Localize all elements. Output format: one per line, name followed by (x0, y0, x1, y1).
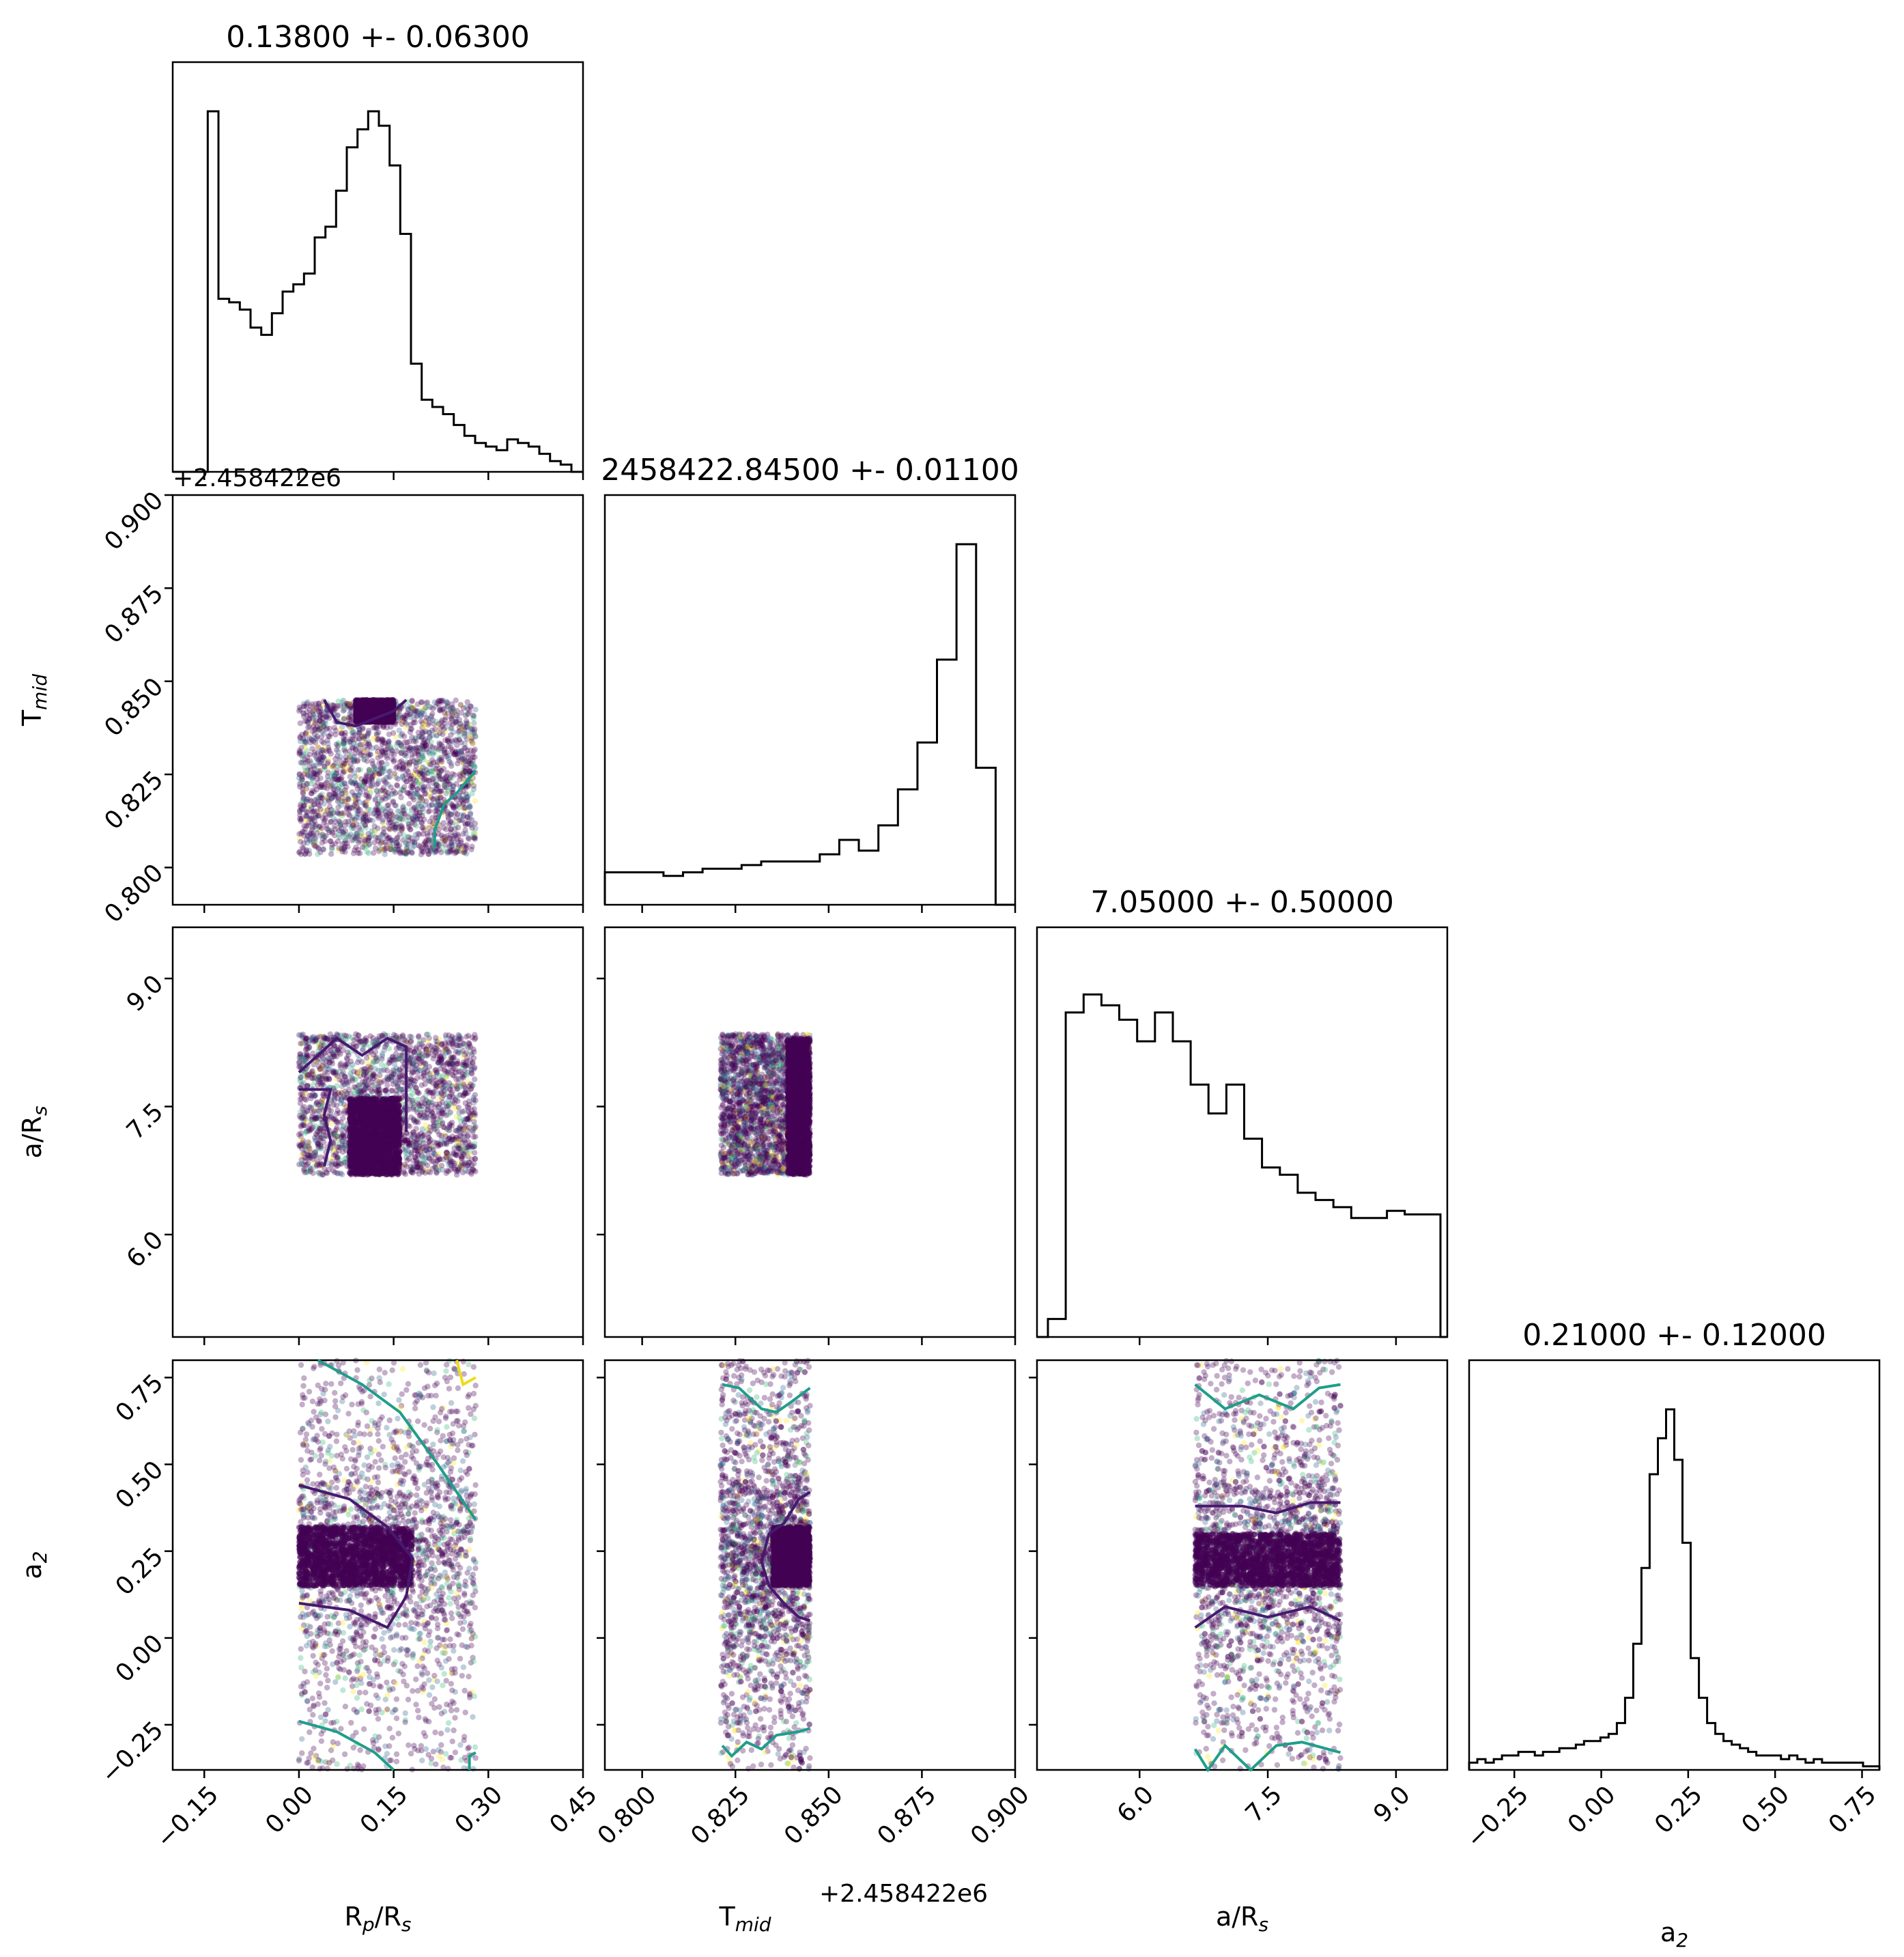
y-tick-label: 0.800 (99, 859, 169, 929)
axes-frame (171, 494, 584, 906)
x-offset-label: +2.458422e6 (819, 1880, 988, 1908)
contour-line (760, 1491, 811, 1622)
contour-line (455, 1360, 477, 1387)
panel-title-ars: 7.05000 +- 0.50000 (1090, 885, 1394, 920)
scatter-panel-rp-vs-a2 (165, 1357, 584, 1778)
x-tick-label: 0.900 (965, 1781, 1035, 1850)
scatter-points (296, 1357, 479, 1773)
contour-line (1194, 1383, 1341, 1411)
scatter-points (296, 1031, 479, 1178)
y-tick-label: 9.0 (122, 970, 169, 1017)
histogram-step-rp (173, 110, 583, 473)
contour-line (298, 1484, 414, 1630)
contour-line (1195, 1501, 1341, 1515)
x-tick-label: 7.5 (1240, 1781, 1288, 1828)
y-axis-label-ars: a/Rs (17, 1106, 51, 1158)
x-tick-label: 9.0 (1368, 1781, 1415, 1828)
y-axis-label-tmid: Tmid (17, 674, 51, 727)
axes-frame (603, 1359, 1017, 1771)
contour-line (722, 1383, 811, 1414)
x-tick-label: −0.25 (1461, 1781, 1534, 1854)
scatter-points (717, 1357, 813, 1772)
x-tick-label: 0.75 (1823, 1781, 1882, 1840)
scatter-panel-rp-vs-tmid (165, 494, 584, 913)
contour-line (298, 1088, 332, 1167)
x-axis-label-ars: a/Rs (1216, 1902, 1268, 1936)
contour-line (1193, 1741, 1341, 1773)
scatter-points (1192, 1357, 1344, 1772)
scatter-panel-rp-vs-ars (165, 926, 584, 1345)
x-tick-label: 0.825 (685, 1781, 755, 1850)
scatter-points (717, 1031, 813, 1178)
histogram-panel-a2 (1468, 1359, 1881, 1778)
panel-title-rp: 0.13800 +- 0.06300 (226, 20, 530, 55)
x-tick-label: 0.800 (593, 1781, 662, 1850)
x-axis-label-tmid: Tmid (718, 1902, 771, 1936)
histogram-step-tmid (603, 543, 1015, 906)
x-tick-label: 0.30 (450, 1781, 509, 1840)
y-tick-label: 6.0 (122, 1226, 169, 1273)
scatter-panel-ars-vs-a2 (1029, 1357, 1449, 1778)
axes-frame (171, 61, 584, 473)
histogram-step-ars (1037, 993, 1447, 1338)
y-tick-label: 0.900 (99, 486, 169, 556)
contour-line (298, 1036, 408, 1132)
y-tick-label: 0.50 (111, 1456, 169, 1515)
histogram-step-a2 (1468, 1408, 1881, 1770)
axes-frame (1036, 1359, 1449, 1771)
axes-frame (603, 494, 1017, 906)
axes-frame (171, 926, 584, 1338)
contour-line (317, 1359, 477, 1521)
contour-line (433, 770, 477, 849)
axes-frame (603, 926, 1017, 1338)
x-tick-label: 0.875 (872, 1781, 942, 1850)
contour-line (1194, 1605, 1341, 1629)
contour-line (298, 1719, 395, 1771)
contour-line (721, 1727, 811, 1758)
histogram-panel-ars (1036, 926, 1449, 1345)
scatter-panel-tmid-vs-a2 (597, 1357, 1017, 1778)
y-offset-label: +2.458422e6 (173, 464, 341, 492)
y-tick-label: 0.825 (99, 765, 169, 835)
x-axis-label-rp: Rp/Rs (345, 1902, 412, 1936)
x-tick-label: 6.0 (1112, 1781, 1159, 1828)
y-tick-label: 0.25 (111, 1543, 169, 1601)
y-tick-label: 7.5 (122, 1098, 169, 1145)
panel-title-a2: 0.21000 +- 0.12000 (1522, 1318, 1826, 1353)
contour-line (468, 1751, 477, 1770)
scatter-points (296, 696, 479, 858)
contour-line (323, 699, 408, 728)
axes-frame (1036, 926, 1449, 1338)
y-axis-label-a2: a2 (17, 1551, 51, 1579)
x-tick-label: −0.15 (151, 1781, 224, 1854)
y-tick-label: −0.25 (96, 1716, 169, 1789)
axes-frame (1468, 1359, 1881, 1771)
x-tick-label: 0.00 (1563, 1781, 1621, 1840)
x-tick-label: 0.850 (779, 1781, 849, 1850)
histogram-panel-tmid (603, 494, 1017, 913)
x-tick-label: 0.15 (355, 1781, 414, 1840)
histogram-panel-rp (171, 61, 584, 480)
y-tick-label: 0.875 (99, 580, 169, 649)
x-tick-label: 0.00 (260, 1781, 319, 1840)
y-tick-label: 0.850 (99, 673, 169, 742)
panel-title-tmid: 2458422.84500 +- 0.01100 (601, 453, 1019, 488)
y-tick-label: 0.75 (111, 1369, 169, 1428)
axes-frame (171, 1359, 584, 1771)
y-tick-label: 0.00 (111, 1629, 169, 1688)
x-tick-label: 0.50 (1737, 1781, 1795, 1840)
scatter-panel-tmid-vs-ars (597, 926, 1017, 1345)
x-axis-label-a2: a2 (1660, 1917, 1688, 1952)
x-tick-label: 0.25 (1649, 1781, 1708, 1840)
